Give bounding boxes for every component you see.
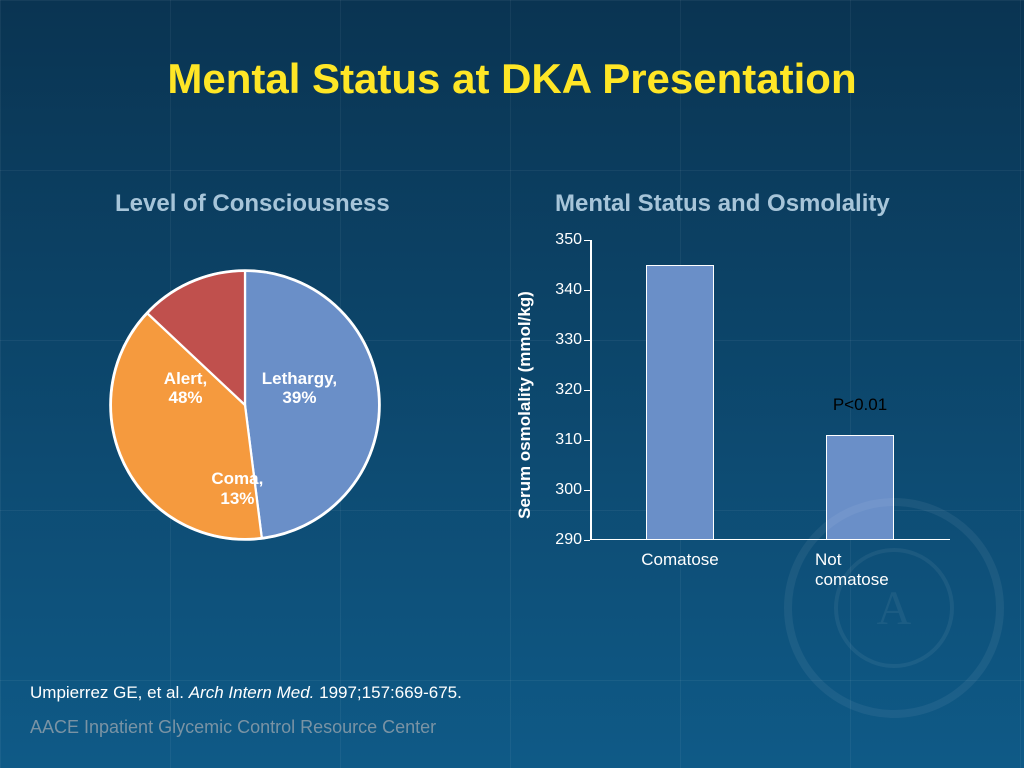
watermark-text: A: [834, 548, 954, 668]
citation-prefix: Umpierrez GE, et al.: [30, 683, 189, 702]
pie-slice-label-1: Lethargy,39%: [262, 369, 337, 408]
ytick-mark: [584, 340, 590, 341]
ytick-label: 340: [555, 281, 582, 299]
slide-title: Mental Status at DKA Presentation: [0, 55, 1024, 103]
ytick-label: 350: [555, 231, 582, 249]
ytick-label: 330: [555, 331, 582, 349]
pie-slice-label-2: Coma,13%: [211, 469, 263, 508]
bar-plot-area: 290300310320330340350ComatoseNot comatos…: [590, 240, 950, 540]
pie-chart-title: Level of Consciousness: [115, 190, 390, 218]
slide: Mental Status at DKA Presentation Level …: [0, 0, 1024, 768]
footer-text: AACE Inpatient Glycemic Control Resource…: [30, 717, 436, 738]
ytick-label: 310: [555, 431, 582, 449]
ytick-label: 290: [555, 531, 582, 549]
bar-chart-title: Mental Status and Osmolality: [555, 190, 890, 218]
bar-category-label-0: Comatose: [641, 550, 718, 570]
ytick-mark: [584, 390, 590, 391]
citation-journal: Arch Intern Med.: [189, 683, 315, 702]
ytick-label: 320: [555, 381, 582, 399]
bar-0: [646, 265, 714, 540]
citation: Umpierrez GE, et al. Arch Intern Med. 19…: [30, 683, 462, 703]
pie-slice-label-0: Alert,48%: [164, 369, 207, 408]
ytick-mark: [584, 490, 590, 491]
ytick-mark: [584, 440, 590, 441]
pie-chart: Alert,48% Lethargy,39% Coma,13%: [105, 265, 385, 545]
bar-ylabel: Serum osmolality (mmol/kg): [515, 291, 535, 519]
ytick-mark: [584, 240, 590, 241]
y-axis: [590, 240, 592, 540]
ytick-mark: [584, 290, 590, 291]
citation-suffix: 1997;157:669-675.: [314, 683, 461, 702]
watermark-seal: A: [784, 498, 1004, 718]
ytick-mark: [584, 540, 590, 541]
ytick-label: 300: [555, 481, 582, 499]
p-value-annotation: P<0.01: [833, 395, 887, 415]
